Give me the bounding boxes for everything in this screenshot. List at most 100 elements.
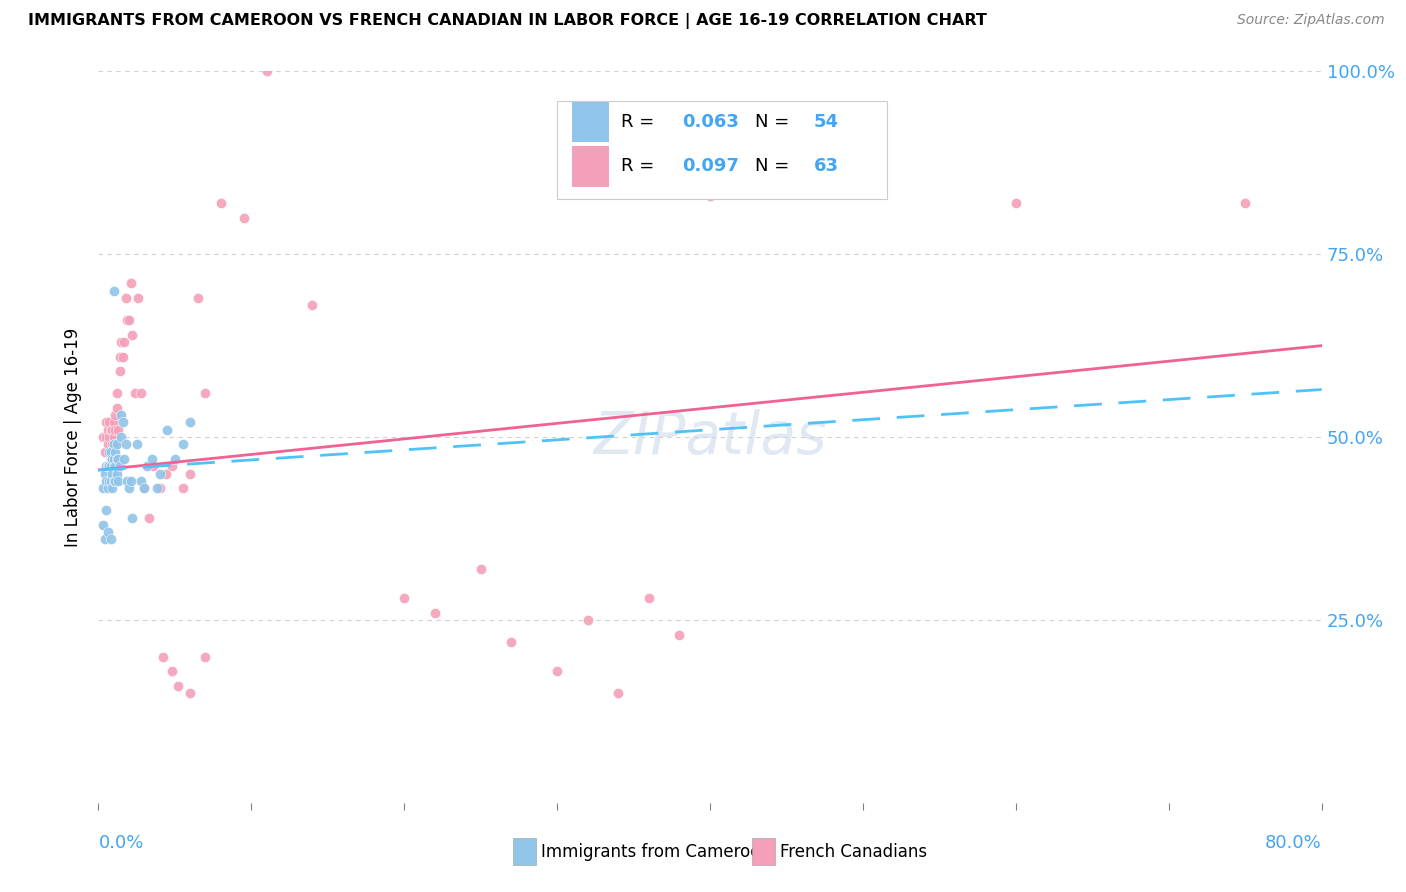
Point xyxy=(121,510,143,524)
Point xyxy=(108,350,131,364)
Text: 0.063: 0.063 xyxy=(682,113,738,131)
Point xyxy=(104,444,127,458)
Point xyxy=(100,474,122,488)
Point xyxy=(105,467,128,481)
Point xyxy=(1234,196,1257,211)
Point xyxy=(134,481,156,495)
Point xyxy=(104,423,127,437)
Point xyxy=(142,459,165,474)
Point xyxy=(97,423,120,437)
Point xyxy=(160,664,183,678)
Text: ZIPatlas: ZIPatlas xyxy=(593,409,827,466)
Point xyxy=(115,437,138,451)
Text: R =: R = xyxy=(620,113,659,131)
Y-axis label: In Labor Force | Age 16-19: In Labor Force | Age 16-19 xyxy=(65,327,83,547)
Point xyxy=(98,416,121,430)
Text: Immigrants from Cameroon: Immigrants from Cameroon xyxy=(541,843,770,861)
Point xyxy=(1004,196,1026,211)
Point xyxy=(124,386,146,401)
Point xyxy=(108,459,131,474)
Point xyxy=(160,459,183,474)
Text: N =: N = xyxy=(755,113,796,131)
Text: 63: 63 xyxy=(814,157,839,176)
Point xyxy=(129,386,152,401)
Point xyxy=(97,481,120,495)
Point xyxy=(546,664,568,678)
Point xyxy=(301,298,323,312)
Point xyxy=(172,437,194,451)
Point xyxy=(93,444,115,458)
Point xyxy=(115,291,138,305)
Point xyxy=(91,481,114,495)
Point xyxy=(256,64,278,78)
Point xyxy=(163,452,186,467)
Point xyxy=(121,327,143,342)
Point xyxy=(112,452,135,467)
Point xyxy=(125,437,148,451)
Point xyxy=(98,444,121,458)
Point xyxy=(423,606,446,620)
Point xyxy=(172,481,194,495)
Point xyxy=(392,591,416,605)
Bar xyxy=(572,146,609,186)
Point xyxy=(94,430,117,444)
Point xyxy=(103,284,125,298)
Point xyxy=(501,635,523,649)
Point xyxy=(110,334,132,349)
Point xyxy=(149,467,172,481)
Point xyxy=(94,459,117,474)
Point xyxy=(94,474,117,488)
Point xyxy=(107,452,129,467)
Point xyxy=(179,467,201,481)
Point xyxy=(97,525,120,540)
Point xyxy=(134,481,156,495)
Text: French Canadians: French Canadians xyxy=(780,843,928,861)
Point xyxy=(179,416,201,430)
Point xyxy=(120,277,142,291)
Point xyxy=(187,291,209,305)
Text: R =: R = xyxy=(620,157,659,176)
Point xyxy=(194,386,217,401)
Point xyxy=(209,196,232,211)
Point xyxy=(97,459,120,474)
Text: Source: ZipAtlas.com: Source: ZipAtlas.com xyxy=(1237,13,1385,28)
Point xyxy=(93,467,115,481)
Point xyxy=(101,423,124,437)
Point xyxy=(101,481,124,495)
Point xyxy=(100,423,122,437)
Point xyxy=(112,334,135,349)
Point xyxy=(104,474,127,488)
Point xyxy=(97,437,120,451)
Point xyxy=(100,444,122,458)
Point xyxy=(98,430,121,444)
Point xyxy=(107,423,129,437)
Point xyxy=(105,386,128,401)
Point xyxy=(668,627,690,641)
Point xyxy=(155,467,177,481)
Point xyxy=(194,649,217,664)
Point xyxy=(138,510,160,524)
Point xyxy=(179,686,201,700)
Point xyxy=(103,430,125,444)
Text: 0.0%: 0.0% xyxy=(98,834,143,852)
Point xyxy=(167,679,190,693)
Point xyxy=(156,423,179,437)
Point xyxy=(100,452,122,467)
Point xyxy=(232,211,254,225)
Point xyxy=(129,474,152,488)
Point xyxy=(699,188,721,202)
Point xyxy=(120,474,142,488)
FancyBboxPatch shape xyxy=(557,101,887,200)
Point xyxy=(576,613,599,627)
Point xyxy=(111,350,134,364)
Point xyxy=(470,562,492,576)
Point xyxy=(637,591,661,605)
Point xyxy=(100,459,122,474)
Point xyxy=(117,313,139,327)
Point xyxy=(152,649,174,664)
Point xyxy=(110,430,132,444)
Point xyxy=(110,408,132,422)
Text: 54: 54 xyxy=(814,113,839,131)
Point xyxy=(118,481,141,495)
Point xyxy=(103,452,125,467)
